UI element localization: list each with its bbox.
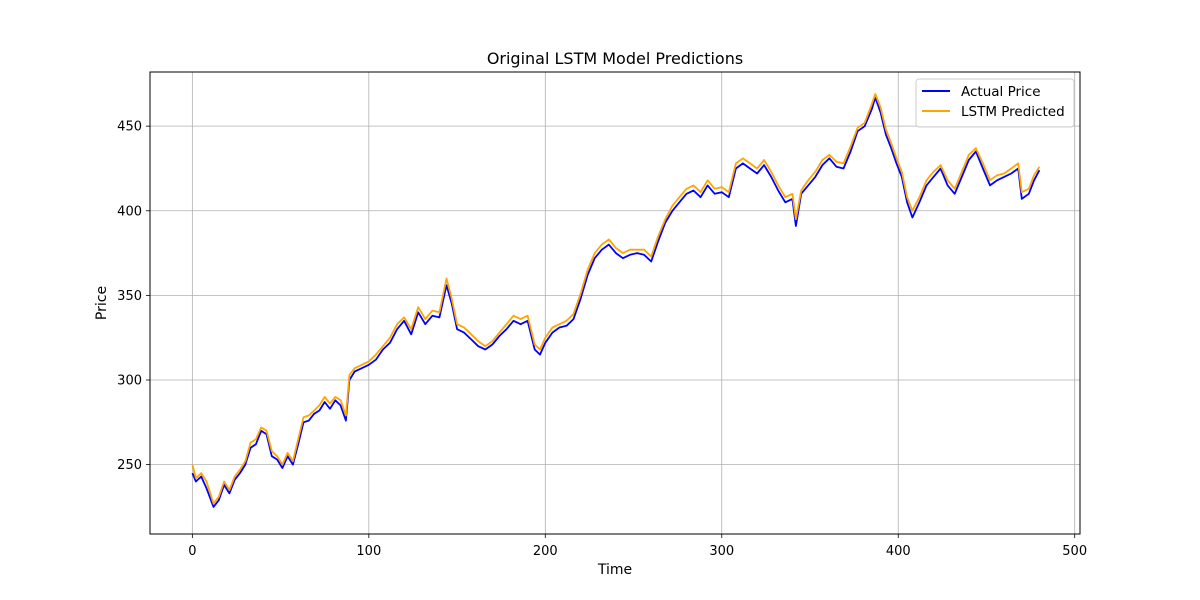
legend-box	[915, 78, 1075, 128]
actual-price-line	[191, 96, 1041, 508]
y-tick-label: 350	[117, 289, 142, 304]
x-tick-label: 300	[709, 544, 734, 559]
x-tick-label: 0	[188, 544, 196, 559]
plot-frame	[149, 71, 1081, 535]
x-tick-label: 100	[356, 544, 381, 559]
x-tick-label: 400	[886, 544, 911, 559]
y-tick-label: 250	[117, 458, 142, 473]
y-tick-label: 300	[117, 374, 142, 389]
legend: Actual Price LSTM Predicted	[915, 78, 1075, 128]
axis-ticks: 0 100 200 300 400 500 250 300 350 400 450	[117, 120, 1087, 559]
legend-label-predicted: LSTM Predicted	[961, 104, 1065, 120]
y-tick-label: 450	[117, 120, 142, 135]
y-tick-label: 400	[117, 204, 142, 219]
grid-lines	[150, 72, 1080, 534]
y-axis-label: Price	[94, 286, 110, 320]
lstm-predicted-line	[191, 93, 1041, 505]
chart-title: Original LSTM Model Predictions	[487, 49, 743, 68]
x-tick-label: 500	[1062, 544, 1087, 559]
legend-label-actual: Actual Price	[961, 84, 1041, 100]
x-axis-label: Time	[597, 562, 632, 578]
series-layer	[191, 93, 1041, 508]
x-tick-label: 200	[533, 544, 558, 559]
